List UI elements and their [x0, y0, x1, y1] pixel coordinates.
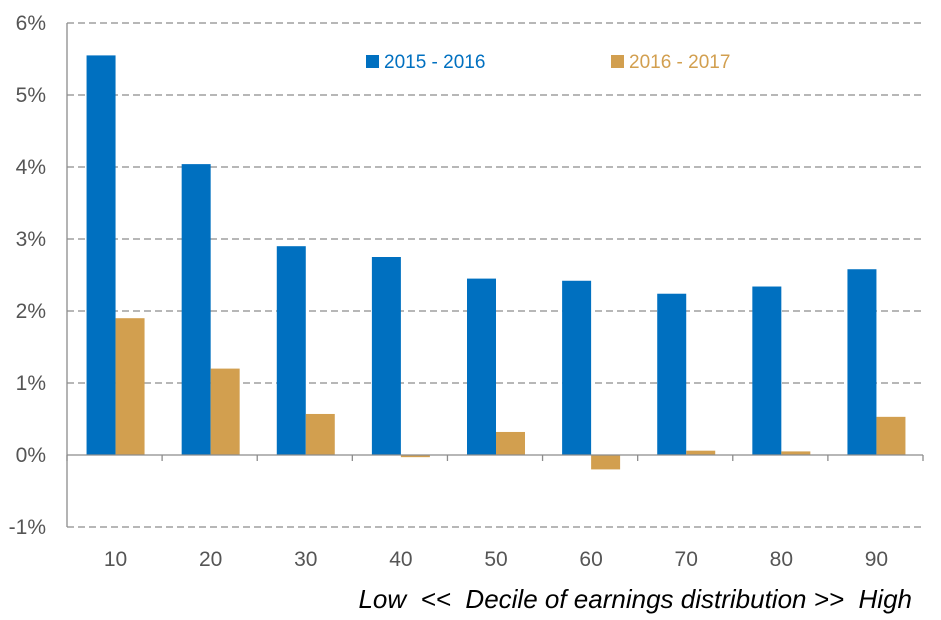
bar-2015-2016-60 — [562, 280, 592, 455]
x-tick-label: 70 — [675, 548, 698, 571]
y-tick-label: -1% — [9, 516, 46, 539]
bar-2016-2017-60 — [591, 455, 621, 470]
bar-2015-2016-90 — [847, 269, 877, 455]
bars — [86, 55, 906, 470]
y-tick-label: 1% — [16, 372, 46, 395]
legend: 2015 - 2016 2016 - 2017 — [366, 52, 730, 73]
x-axis — [66, 454, 924, 461]
y-tick-label: 4% — [16, 156, 46, 179]
bar-2016-2017-50 — [496, 431, 525, 455]
x-tick-label: 30 — [294, 548, 317, 571]
gridlines — [66, 22, 923, 528]
x-tick-label: 20 — [199, 548, 222, 571]
bar-2015-2016-10 — [86, 55, 116, 456]
bar-2016-2017-80 — [781, 451, 811, 455]
bar-2016-2017-40 — [400, 455, 430, 458]
legend-label-2015-2016: 2015 - 2016 — [384, 52, 485, 73]
bar-2016-2017-10 — [115, 318, 145, 455]
y-tick-label: 6% — [16, 12, 46, 35]
bar-2016-2017-30 — [305, 413, 335, 455]
bar-2016-2017-70 — [686, 450, 716, 455]
x-tick-label: 80 — [770, 548, 793, 571]
bar-2016-2017-20 — [210, 368, 240, 455]
bar-2015-2016-20 — [181, 164, 211, 455]
x-tick-label: 50 — [484, 548, 507, 571]
bar-2015-2016-40 — [371, 257, 401, 455]
y-tick-label: 5% — [16, 84, 46, 107]
x-axis-label: Low << Decile of earnings distribution >… — [358, 584, 912, 614]
x-tick-label: 60 — [579, 548, 602, 571]
y-tick-label: 2% — [16, 300, 46, 323]
bar-2015-2016-80 — [752, 286, 782, 455]
x-tick-label: 10 — [104, 548, 127, 571]
x-axis-ticks: 10 20 30 40 50 60 70 80 90 — [104, 548, 888, 571]
x-tick-label: 40 — [389, 548, 412, 571]
y-tick-label: 3% — [16, 228, 46, 251]
bar-2015-2016-30 — [276, 246, 306, 455]
bar-2016-2017-90 — [876, 416, 906, 455]
y-axis-ticks: -1% 0% 1% 2% 3% 4% 5% 6% — [9, 12, 46, 539]
legend-label-2016-2017: 2016 - 2017 — [629, 52, 730, 73]
bar-2015-2016-50 — [467, 278, 496, 455]
bar-2015-2016-70 — [657, 293, 687, 455]
legend-swatch-2015-2016 — [366, 55, 379, 68]
x-tick-label: 90 — [865, 548, 888, 571]
y-tick-label: 0% — [16, 444, 46, 467]
legend-swatch-2016-2017 — [611, 55, 624, 68]
